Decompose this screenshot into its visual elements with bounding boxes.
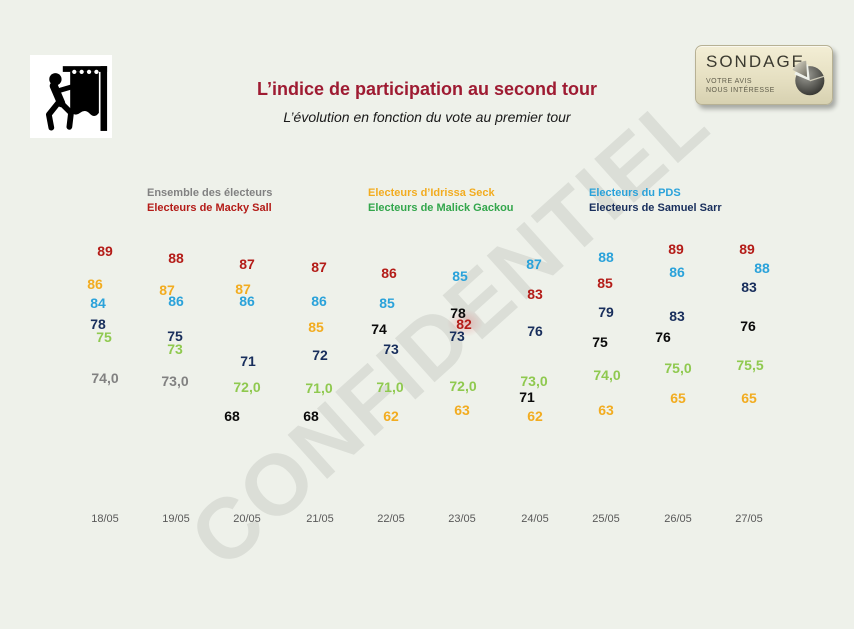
data-label: 86 — [311, 293, 327, 309]
logo-tagline-line1: VOTRE AVIS — [706, 78, 753, 85]
data-label: 75 — [167, 328, 183, 344]
data-label: 89 — [668, 241, 684, 257]
x-axis-label: 19/05 — [162, 513, 190, 525]
x-axis-label: 25/05 — [592, 513, 620, 525]
data-label: 72,0 — [449, 378, 477, 394]
data-label: 86 — [87, 276, 103, 292]
highlight-halo — [447, 309, 483, 337]
data-label: 82 — [456, 316, 472, 332]
data-label: 75,5 — [736, 357, 764, 373]
data-label: 73,0 — [161, 373, 189, 389]
data-label: 86 — [381, 265, 397, 281]
data-label: 68 — [303, 408, 319, 424]
sondage-logo: SONDAGE VOTRE AVIS NOUS INTÉRESSE — [695, 45, 833, 105]
data-label: 74 — [371, 321, 387, 337]
legend-group-left: Ensemble des électeurs Electeurs de Mack… — [147, 186, 272, 216]
x-axis-label: 22/05 — [377, 513, 405, 525]
x-axis-label: 18/05 — [91, 513, 119, 525]
data-label: 73 — [167, 341, 183, 357]
data-label: 73,0 — [520, 373, 548, 389]
data-label: 89 — [739, 241, 755, 257]
data-label: 88 — [598, 249, 614, 265]
x-axis-label: 21/05 — [306, 513, 334, 525]
legend-item-ensemble: Ensemble des électeurs — [147, 187, 273, 199]
data-label: 85 — [597, 275, 613, 291]
data-label: 88 — [754, 260, 770, 276]
data-label: 62 — [527, 408, 543, 424]
data-label: 76 — [740, 318, 756, 334]
data-label: 79 — [598, 304, 614, 320]
data-label: 87 — [526, 256, 542, 272]
data-label: 84 — [90, 295, 106, 311]
data-label: 83 — [669, 308, 685, 324]
legend-item-macky-sall: Electeurs de Macky Sall — [147, 202, 272, 214]
data-label: 85 — [452, 268, 468, 284]
data-label: 75,0 — [664, 360, 692, 376]
legend-group-middle: Electeurs d’Idrissa Seck Electeurs de Ma… — [368, 186, 514, 216]
data-label: 62 — [383, 408, 399, 424]
data-label: 87 — [235, 281, 251, 297]
data-label: 63 — [598, 402, 614, 418]
x-axis-label: 26/05 — [664, 513, 692, 525]
data-label: 87 — [239, 256, 255, 272]
data-label: 76 — [655, 329, 671, 345]
data-label: 85 — [379, 295, 395, 311]
data-label: 89 — [97, 243, 113, 259]
page-subtitle: L’évolution en fonction du vote au premi… — [283, 109, 571, 125]
legend-group-right: Electeurs du PDS Electeurs de Samuel Sar… — [589, 186, 722, 216]
data-label: 73 — [449, 328, 465, 344]
voting-booth-icon — [30, 55, 112, 138]
data-label: 83 — [527, 286, 543, 302]
data-label: 68 — [224, 408, 240, 424]
logo-tagline: VOTRE AVIS NOUS INTÉRESSE — [706, 77, 775, 96]
page-title: L’indice de participation au second tour — [256, 79, 598, 99]
data-label: 87 — [159, 282, 175, 298]
pie-chart-icon — [792, 60, 825, 96]
data-label: 73 — [383, 341, 399, 357]
data-label: 72 — [312, 347, 328, 363]
x-axis-label: 27/05 — [735, 513, 763, 525]
logo-title: SONDAGE — [706, 52, 806, 71]
legend-item-idrissa-seck: Electeurs d’Idrissa Seck — [368, 187, 495, 199]
data-label: 78 — [90, 316, 106, 332]
data-label: 71,0 — [376, 379, 404, 395]
data-label: 71 — [240, 353, 256, 369]
data-label: 87 — [311, 259, 327, 275]
data-label: 75 — [96, 329, 112, 345]
voting-booth-pictogram — [45, 66, 108, 131]
data-label: 75 — [592, 334, 608, 350]
data-label: 86 — [669, 264, 685, 280]
data-label: 71,0 — [305, 380, 333, 396]
data-label: 74,0 — [91, 370, 119, 386]
legend-item-malick-gackou: Electeurs de Malick Gackou — [368, 202, 514, 214]
data-label: 74,0 — [593, 367, 621, 383]
data-label: 86 — [168, 293, 184, 309]
data-label: 63 — [454, 402, 470, 418]
data-label: 71 — [519, 389, 535, 405]
legend-item-pds: Electeurs du PDS — [589, 187, 681, 199]
data-label: 85 — [308, 319, 324, 335]
x-axis-label: 23/05 — [448, 513, 476, 525]
legend-item-samuel-sarr: Electeurs de Samuel Sarr — [589, 202, 722, 214]
data-label: 65 — [741, 390, 757, 406]
data-label: 83 — [741, 279, 757, 295]
data-label: 78 — [450, 305, 466, 321]
data-label: 65 — [670, 390, 686, 406]
x-axis-label: 24/05 — [521, 513, 549, 525]
x-axis-label: 20/05 — [233, 513, 261, 525]
data-label: 76 — [527, 323, 543, 339]
data-label: 88 — [168, 250, 184, 266]
data-label: 86 — [239, 293, 255, 309]
data-label: 72,0 — [233, 379, 261, 395]
logo-tagline-line2: NOUS INTÉRESSE — [706, 87, 775, 95]
